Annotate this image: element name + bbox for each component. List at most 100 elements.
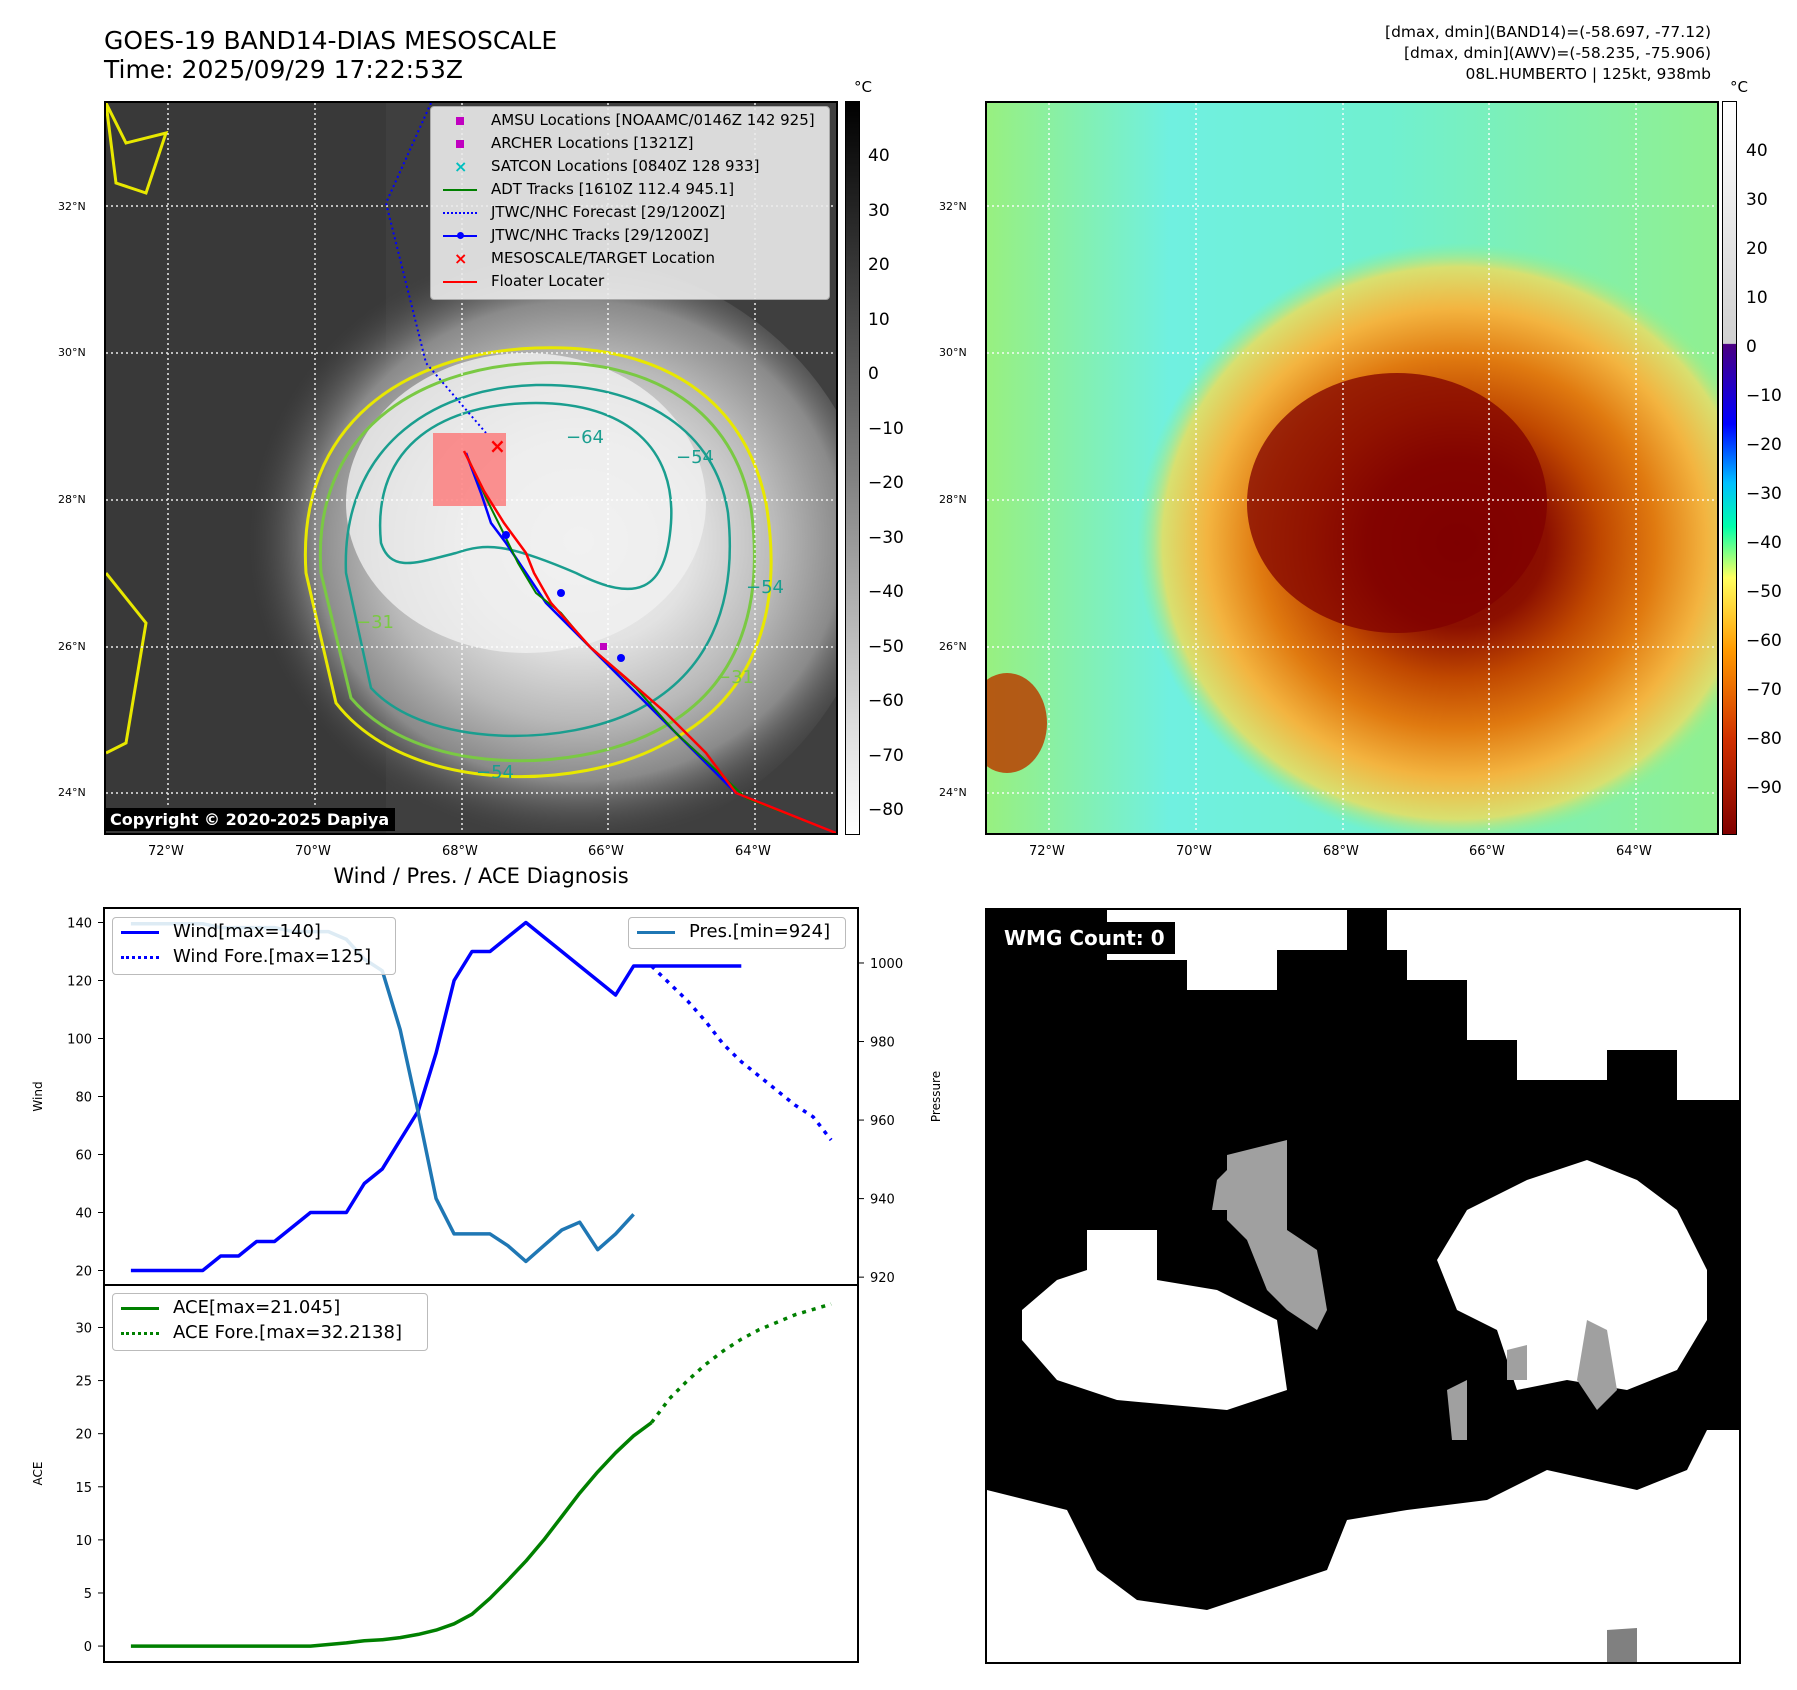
y-axis-label: ACE — [31, 1462, 45, 1486]
colorbar-tick-label: −30 — [1746, 484, 1782, 504]
y-axis-label: Wind — [31, 1081, 45, 1111]
series-line — [650, 1302, 832, 1424]
colorbar-tick-label: −10 — [868, 418, 904, 439]
colorbar-tick-label: −50 — [868, 636, 904, 657]
contour-yellow — [303, 346, 773, 778]
colorbar-tick-label: 10 — [1746, 288, 1768, 308]
colorbar-tick-label: 0 — [868, 364, 879, 384]
lon-label: 66°W — [1469, 844, 1505, 859]
colorbar-tick-label: −20 — [868, 473, 904, 493]
legend-pressure: Pres.[min=924] — [689, 921, 831, 942]
lon-label: 72°W — [1029, 844, 1065, 859]
stats-awv: [dmax, dmin](AWV)=(-58.235, -75.906) — [1404, 44, 1711, 62]
contour-label: −54 — [676, 447, 714, 468]
colorbar-tick-label: −70 — [1746, 680, 1782, 700]
awv-map-image — [987, 103, 1717, 833]
legend-wind-forecast: Wind Fore.[max=125] — [173, 946, 372, 967]
y2-tick-label: 980 — [870, 1036, 895, 1051]
right-colorbar — [1722, 101, 1737, 835]
colorbar-tick-label: 40 — [868, 146, 890, 166]
lat-label: 26°N — [939, 640, 967, 653]
y-tick-label: 60 — [75, 1149, 92, 1164]
lat-label: 32°N — [939, 200, 967, 213]
y-tick-label: 5 — [84, 1587, 92, 1602]
contour-label: −54 — [746, 577, 784, 598]
contour-label: −64 — [566, 427, 604, 448]
legend-item-tracks: JTWC/NHC Tracks [29/1200Z] — [443, 224, 709, 246]
lat-label: 32°N — [58, 200, 86, 213]
lat-label: 30°N — [939, 346, 967, 359]
amsu-marker — [600, 643, 607, 650]
title-line-2: Time: 2025/09/29 17:22:53Z — [104, 55, 463, 84]
pressure-legend: Pres.[min=924] — [628, 917, 846, 949]
legend-item-forecast: JTWC/NHC Forecast [29/1200Z] — [443, 201, 725, 223]
forecast-track — [384, 103, 487, 434]
ir-map-panel: −64 −54 −54 −31 −31 −54 × — [104, 101, 838, 835]
contour-label: −31 — [716, 667, 754, 688]
contour-label: −54 — [476, 762, 514, 783]
colorbar-tick-label: −80 — [868, 800, 904, 820]
floater-track — [462, 450, 836, 833]
y-tick-label: 30 — [75, 1321, 92, 1336]
colorbar-tick-label: −90 — [1746, 778, 1782, 798]
colorbar-tick-label: 20 — [868, 255, 890, 275]
lon-label: 70°W — [295, 844, 331, 859]
legend-item-adt: ADT Tracks [1610Z 112.4 945.1] — [443, 178, 734, 200]
copyright-label: Copyright © 2020-2025 Dapiya — [104, 808, 396, 831]
contour-label: −31 — [356, 612, 394, 633]
series-line — [650, 964, 833, 1142]
y-tick-label: 120 — [67, 975, 92, 990]
legend-item-archer: ARCHER Locations [1321Z] — [443, 132, 694, 154]
y-tick-label: 0 — [84, 1640, 92, 1655]
colorbar-tick-label: 0 — [1746, 337, 1757, 357]
contour-green — [318, 361, 756, 763]
colorbar-tick-label: −70 — [868, 745, 904, 766]
legend-ace-forecast: ACE Fore.[max=32.2138] — [173, 1322, 402, 1343]
wmg-mask-image — [987, 910, 1739, 1662]
lat-label: 26°N — [58, 640, 86, 653]
legend-item-floater: Floater Locater — [443, 270, 604, 292]
y-tick-label: 140 — [67, 917, 92, 932]
y-tick-label: 40 — [75, 1207, 92, 1222]
storm-stats: [dmax, dmin](BAND14)=(-58.697, -77.12) [… — [1385, 22, 1711, 85]
colorbar-tick-label: −80 — [1746, 729, 1782, 749]
left-colorbar — [845, 101, 860, 835]
colorbar-tick-label: 20 — [1746, 239, 1768, 259]
colorbar-tick-label: −40 — [868, 582, 904, 602]
lon-label: 64°W — [735, 844, 771, 859]
floater-box — [433, 433, 506, 506]
y2-tick-label: 920 — [870, 1271, 895, 1286]
lon-label: 70°W — [1176, 844, 1212, 859]
legend-wind: Wind[max=140] — [173, 921, 321, 942]
colorbar-tick-label: −50 — [1746, 582, 1782, 602]
legend-item-target: × MESOSCALE/TARGET Location — [454, 248, 716, 268]
wmg-count-badge: WMG Count: 0 — [994, 922, 1175, 954]
y-tick-label: 10 — [75, 1534, 92, 1549]
lon-label: 64°W — [1616, 844, 1652, 859]
colorbar-tick-label: 10 — [868, 309, 890, 330]
awv-map-gridlines — [987, 103, 1717, 833]
y-tick-label: 20 — [75, 1428, 92, 1443]
map-legend: AMSU Locations [NOAAMC/0146Z 142 925] AR… — [430, 106, 830, 300]
colorbar-tick-label: 30 — [868, 200, 890, 221]
legend-item-amsu: AMSU Locations [NOAAMC/0146Z 142 925] — [443, 109, 815, 131]
colorbar-tick-label: −10 — [1746, 386, 1782, 406]
wmg-panel — [985, 908, 1741, 1664]
y-tick-label: 100 — [67, 1033, 92, 1048]
colorbar-tick-label: −30 — [868, 527, 904, 548]
y2-axis-label: Pressure — [929, 1071, 943, 1122]
y2-tick-label: 1000 — [870, 957, 903, 972]
colorbar-tick-label: 40 — [1746, 141, 1768, 161]
target-location-marker: × — [489, 434, 506, 458]
lon-label: 68°W — [1323, 844, 1359, 859]
right-colorbar-unit: °C — [1730, 78, 1748, 96]
y2-tick-label: 960 — [870, 1114, 895, 1129]
lat-label: 28°N — [939, 493, 967, 506]
stats-band14: [dmax, dmin](BAND14)=(-58.697, -77.12) — [1385, 23, 1711, 41]
ir-map-image: −64 −54 −54 −31 −31 −54 × — [106, 103, 836, 833]
colorbar-tick-label: −60 — [868, 691, 904, 711]
lat-label: 24°N — [939, 786, 967, 799]
colorbar-tick-label: −40 — [1746, 533, 1782, 553]
colorbar-tick-label: −20 — [1746, 435, 1782, 455]
lon-label: 66°W — [588, 844, 624, 859]
